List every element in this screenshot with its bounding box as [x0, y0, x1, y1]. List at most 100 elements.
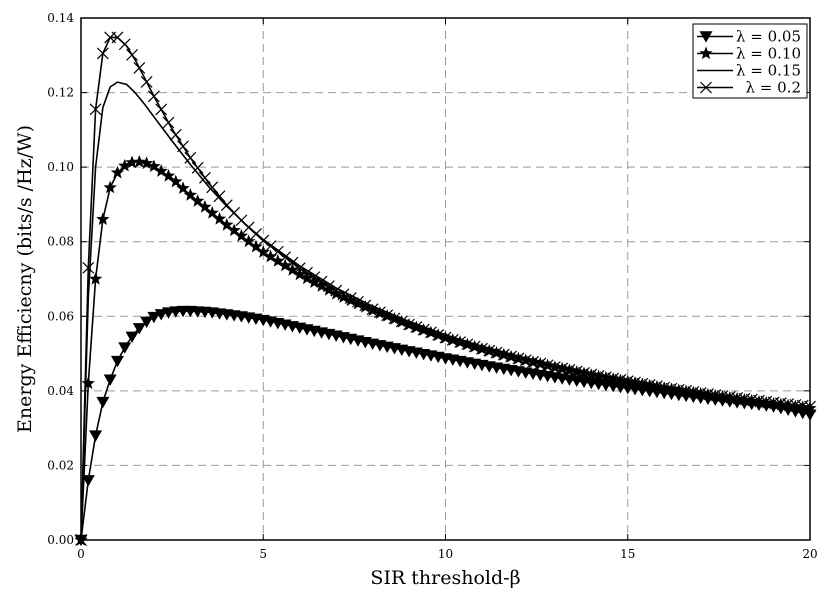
legend-marker	[699, 46, 713, 60]
series-4	[75, 31, 816, 546]
data-point-4	[417, 323, 430, 336]
data-point-4	[432, 329, 445, 341]
data-point-2	[796, 400, 810, 414]
data-point-4	[461, 338, 474, 351]
data-point-2	[183, 188, 198, 201]
data-point-4	[534, 357, 547, 370]
data-point-4	[271, 245, 284, 258]
data-point-4	[716, 390, 729, 402]
data-point-2	[198, 200, 212, 213]
data-point-2	[271, 254, 285, 267]
data-point-4	[96, 47, 109, 60]
data-point-4	[468, 340, 481, 353]
data-point-2	[314, 279, 329, 292]
data-point-2	[88, 272, 103, 285]
data-point-1	[118, 342, 132, 354]
data-point-2	[103, 180, 117, 194]
data-point-4	[206, 181, 219, 194]
data-point-2	[190, 194, 205, 207]
data-point-4	[199, 171, 211, 184]
y-tick-label: 0.14	[47, 11, 74, 25]
data-point-4	[753, 394, 765, 407]
data-point-4	[745, 393, 758, 406]
data-point-2	[307, 275, 321, 288]
axis-ticks: 0 5 10 15 20 0.00 0.02 0.04 0.06 0.08 0.10 0.12 0.14	[47, 11, 817, 561]
data-point-4	[140, 76, 153, 88]
y-tick-label: 0.06	[47, 309, 74, 323]
data-point-4	[118, 38, 131, 51]
data-point-1	[96, 396, 110, 409]
data-point-2	[205, 206, 219, 219]
y-tick-label: 0.00	[47, 533, 74, 547]
data-point-4	[607, 372, 620, 385]
legend-label: λ = 0.2	[746, 79, 801, 97]
data-point-4	[592, 369, 605, 382]
legend-label: λ = 0.05	[736, 28, 801, 46]
data-point-4	[213, 190, 226, 203]
data-point-4	[82, 261, 95, 274]
data-point-4	[301, 266, 313, 279]
data-point-4	[293, 262, 306, 275]
data-point-4	[322, 280, 335, 293]
data-point-4	[621, 375, 634, 388]
data-point-4	[599, 371, 612, 384]
data-point-4	[147, 90, 160, 103]
y-tick-label: 0.08	[47, 235, 74, 249]
data-point-1	[110, 355, 124, 368]
data-point-1	[147, 311, 161, 324]
data-point-2	[220, 217, 234, 231]
data-point-1	[140, 316, 154, 328]
data-point-4	[527, 355, 539, 368]
data-point-4	[497, 348, 510, 361]
legend-label: λ = 0.15	[736, 62, 801, 80]
data-point-4	[381, 309, 394, 322]
data-point-4	[279, 251, 292, 264]
legend: λ = 0.05λ = 0.10λ = 0.15λ = 0.2	[692, 23, 808, 99]
data-point-4	[512, 352, 525, 365]
grid	[81, 18, 810, 540]
data-point-2	[300, 271, 314, 285]
data-point-4	[330, 284, 343, 297]
data-point-2	[278, 258, 292, 272]
data-point-2	[125, 155, 139, 169]
data-point-4	[359, 299, 372, 312]
data-point-4	[687, 386, 700, 398]
data-point-4	[563, 364, 576, 376]
data-point-4	[658, 381, 671, 394]
data-point-2	[139, 156, 154, 170]
data-point-1	[154, 309, 168, 321]
data-point-4	[315, 275, 328, 288]
data-point-4	[169, 128, 182, 141]
data-point-2	[161, 168, 176, 182]
data-point-4	[373, 306, 386, 319]
data-point-2	[351, 296, 365, 310]
data-point-4	[191, 161, 204, 174]
y-axis-title: Energy Efficiecny (bits/s /Hz/W)	[14, 125, 36, 433]
data-point-4	[476, 342, 488, 355]
data-point-2	[322, 283, 336, 296]
legend-marker	[699, 31, 713, 43]
data-point-4	[665, 382, 678, 395]
data-point-2	[242, 234, 256, 248]
data-point-4	[585, 368, 598, 381]
data-point-4	[505, 350, 518, 363]
data-point-4	[410, 321, 423, 334]
data-point-4	[257, 234, 270, 247]
data-point-4	[395, 315, 408, 328]
data-point-2	[788, 399, 803, 413]
data-point-4	[731, 392, 744, 404]
data-point-4	[578, 367, 590, 379]
data-point-2	[781, 398, 795, 412]
data-point-2	[344, 293, 358, 307]
data-point-4	[672, 383, 685, 396]
data-point-4	[702, 388, 714, 400]
data-point-4	[738, 392, 751, 405]
data-point-4	[403, 318, 415, 331]
legend-item-3: λ = 0.15	[697, 62, 801, 80]
data-point-4	[352, 295, 364, 308]
data-point-4	[629, 376, 641, 389]
data-point-2	[118, 158, 132, 172]
data-point-4	[556, 362, 569, 375]
data-point-4	[694, 387, 707, 400]
data-point-4	[184, 151, 197, 164]
